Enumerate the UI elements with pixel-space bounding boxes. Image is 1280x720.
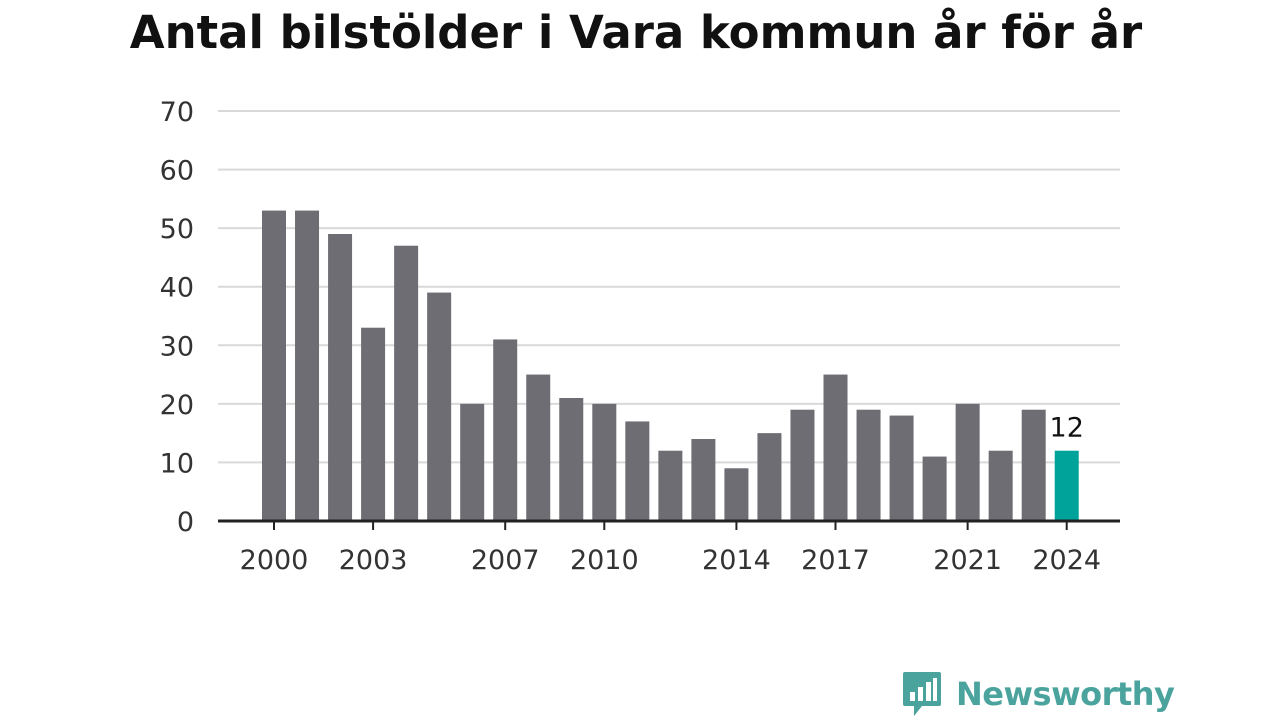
bar-2017: [823, 374, 848, 521]
chart-title: Antal bilstölder i Vara kommun år för år: [129, 6, 1143, 59]
bar-2021: [955, 403, 980, 521]
gridlines: [218, 110, 1120, 464]
bar-2002: [328, 234, 353, 521]
bar-2001: [295, 210, 320, 522]
bar-2004: [394, 245, 419, 521]
bar-2000: [262, 210, 286, 522]
x-tick-label-2017: 2017: [801, 545, 870, 576]
x-tick-label-2007: 2007: [471, 545, 540, 576]
y-tick-label-20: 20: [160, 390, 194, 421]
bar-2012: [658, 450, 683, 521]
bars: [262, 210, 1079, 522]
bar-2013: [691, 439, 716, 521]
bar-2007: [493, 339, 518, 521]
bar-2022: [988, 450, 1013, 521]
bar-2018: [856, 409, 881, 521]
bar-2011: [625, 421, 650, 521]
y-tick-label-10: 10: [160, 448, 194, 479]
x-tick-label-2010: 2010: [570, 545, 639, 576]
x-tick-label-2014: 2014: [702, 545, 771, 576]
bar-2006: [460, 403, 485, 521]
x-tick-label-2021: 2021: [933, 545, 1002, 576]
bar-2024: [1054, 450, 1079, 521]
y-tick-label-40: 40: [160, 273, 194, 304]
brand-logo: Newsworthy: [902, 670, 1175, 718]
x-tick-label-2003: 2003: [339, 545, 408, 576]
bar-2014: [724, 468, 749, 521]
x-tick-label-2024: 2024: [1032, 545, 1101, 576]
y-tick-label-30: 30: [160, 331, 194, 362]
y-tick-label-70: 70: [160, 97, 194, 128]
bar-2009: [559, 398, 584, 521]
bar-2003: [361, 327, 386, 521]
bar-2005: [427, 292, 452, 521]
bar-2023: [1021, 409, 1046, 521]
data-labels: 12: [1050, 413, 1084, 444]
y-tick-label-60: 60: [160, 156, 194, 187]
x-axis-ticks: 2000 2003 2007 2010 2014 2017 2021 2024: [240, 521, 1101, 576]
bar-2008: [526, 374, 551, 521]
y-axis-ticks: 0 10 20 30 40 50 60 70: [160, 97, 194, 538]
bar-2010: [592, 403, 617, 521]
bar-2015: [757, 433, 782, 521]
x-tick-label-2000: 2000: [240, 545, 309, 576]
y-tick-label-0: 0: [177, 507, 194, 538]
brand-name: Newsworthy: [956, 675, 1175, 713]
y-tick-label-50: 50: [160, 214, 194, 245]
newsworthy-logo-icon: [903, 672, 941, 716]
bar-2016: [790, 409, 815, 521]
data-label-2024: 12: [1050, 413, 1084, 444]
bar-2020: [922, 456, 947, 521]
bar-2019: [889, 415, 914, 521]
